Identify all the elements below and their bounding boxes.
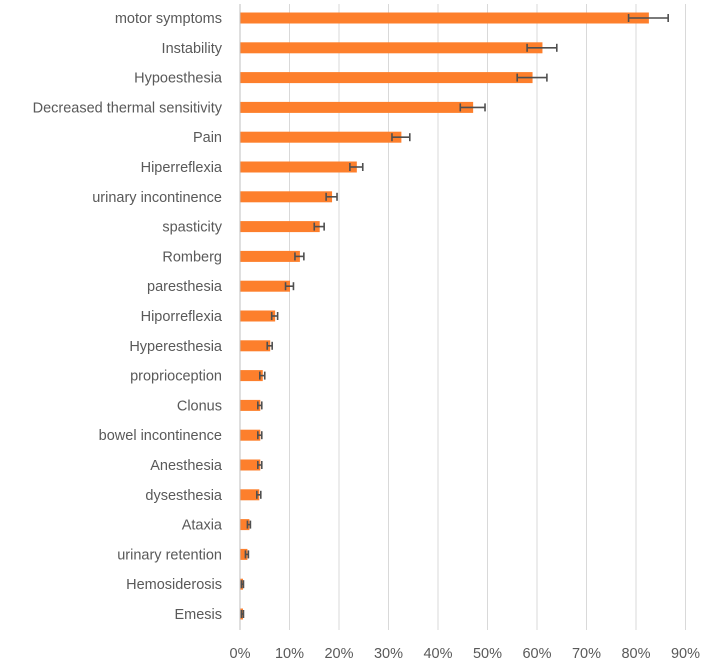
bar: [240, 459, 261, 471]
error-bar: [257, 401, 263, 410]
category-label: dysesthesia: [145, 488, 223, 504]
bar: [240, 101, 474, 113]
error-bar: [325, 192, 338, 201]
category-label: bowel incontinence: [99, 428, 222, 444]
error-bar: [244, 550, 250, 559]
error-bar: [257, 461, 263, 469]
error-bar: [627, 14, 669, 22]
category-label: Romberg: [162, 249, 222, 265]
bar: [240, 370, 263, 382]
bar: [240, 72, 533, 84]
gridlines: [289, 4, 686, 630]
bar: [240, 340, 271, 352]
error-bar: [459, 103, 486, 112]
x-tick-label: 40%: [423, 646, 452, 662]
error-bar: [270, 312, 279, 320]
x-tick-label: 20%: [324, 646, 353, 662]
category-label: Clonus: [177, 398, 222, 414]
category-labels: motor symptoms Instability Hypoesthesia Dec…: [33, 11, 223, 623]
bar: [240, 131, 402, 143]
bar: [240, 489, 260, 501]
x-tick-label: 30%: [374, 646, 403, 662]
bar: [240, 399, 261, 411]
x-tick-label: 10%: [275, 646, 304, 662]
category-label: urinary retention: [117, 547, 222, 563]
error-bar: [266, 341, 273, 350]
category-label: Hypoesthesia: [134, 71, 223, 87]
x-tick-label: 0%: [230, 646, 251, 662]
bar: [240, 42, 543, 54]
x-tick-label: 70%: [572, 646, 601, 662]
error-bar: [258, 371, 266, 380]
bar: [240, 161, 357, 173]
x-tick-label: 50%: [473, 646, 502, 662]
category-label: Ataxia: [182, 518, 223, 534]
bar: [240, 519, 250, 531]
category-label: proprioception: [130, 369, 222, 385]
error-bar: [256, 490, 262, 499]
category-label: spasticity: [162, 220, 222, 236]
bar: [240, 221, 320, 233]
x-tick-labels: 0% 10% 20% 30% 40% 50% 60% 70% 80% 90%: [230, 646, 701, 662]
error-bar: [516, 73, 548, 82]
category-label: Hyperesthesia: [129, 339, 223, 355]
bar: [240, 310, 276, 322]
error-bar: [313, 222, 325, 231]
x-tick-label: 80%: [621, 646, 650, 662]
error-bar: [391, 133, 411, 142]
bars: [240, 12, 649, 620]
bar: [240, 429, 261, 441]
category-label: Pain: [193, 130, 222, 146]
bar: [240, 12, 649, 24]
category-label: Decreased thermal sensitivity: [33, 100, 223, 116]
error-bar: [294, 252, 305, 261]
bar: [240, 250, 300, 262]
bar: [240, 280, 290, 292]
error-bar: [246, 520, 252, 529]
category-label: Emesis: [174, 607, 222, 623]
error-bar: [284, 282, 295, 291]
category-label: Hemosiderosis: [126, 577, 222, 593]
error-bar: [257, 431, 263, 440]
category-label: Instability: [162, 41, 223, 57]
category-label: Hiperreflexia: [141, 160, 223, 176]
category-label: urinary incontinence: [92, 190, 222, 206]
category-label: Hiporreflexia: [141, 309, 223, 325]
error-bars: [240, 14, 669, 618]
bar: [240, 548, 248, 560]
category-label: paresthesia: [147, 279, 223, 295]
category-label: motor symptoms: [115, 11, 222, 27]
x-tick-label: 60%: [522, 646, 551, 662]
error-bar: [526, 43, 558, 52]
x-tick-label: 90%: [671, 646, 700, 662]
category-label: Anesthesia: [150, 458, 223, 474]
error-bar: [349, 163, 364, 171]
error-bar: [240, 610, 245, 618]
bar: [240, 191, 333, 203]
error-bar: [240, 580, 245, 589]
